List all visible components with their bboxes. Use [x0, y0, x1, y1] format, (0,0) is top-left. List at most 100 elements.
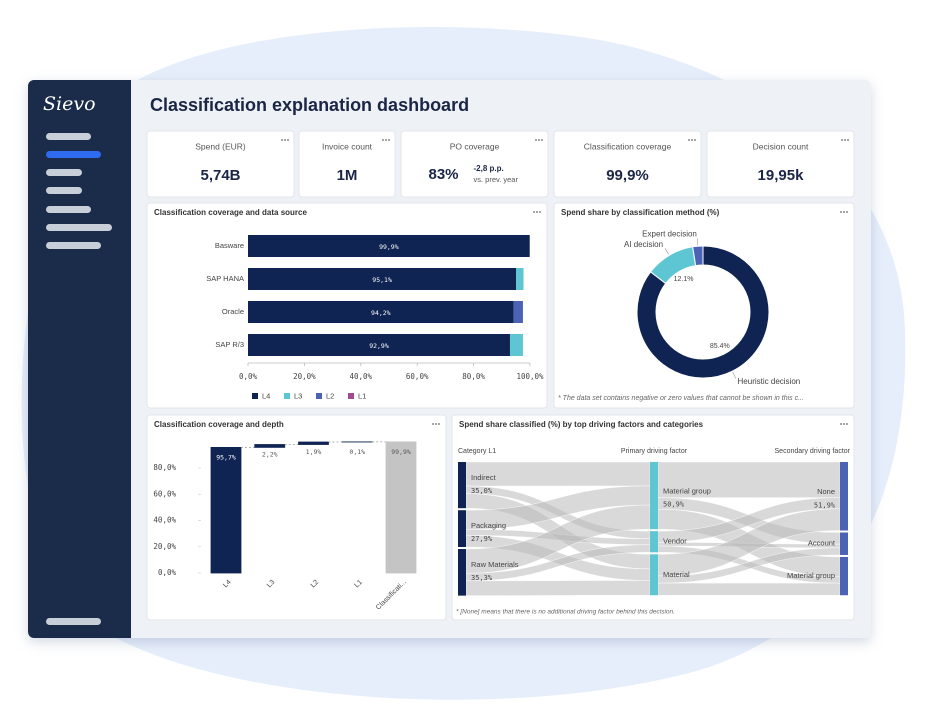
y-tick-label: 0,0%: [158, 568, 177, 577]
bar-value-label: 99,9%: [379, 243, 399, 251]
column-header: Category L1: [458, 448, 496, 455]
kpi-delta: -2,8 p.p.: [474, 164, 504, 173]
menu-dot: [536, 211, 538, 213]
menu-item[interactable]: [46, 187, 82, 194]
menu-button[interactable]: [533, 211, 541, 213]
node-label: Material: [663, 570, 690, 579]
page-title: Classification explanation dashboard: [150, 95, 469, 115]
kpi-value: 83%: [428, 166, 458, 183]
node-value-label: 35,3%: [471, 574, 493, 582]
chart-note: * The data set contains negative or zero…: [558, 395, 804, 402]
bar-segment: [509, 334, 523, 356]
kpi-label: PO coverage: [450, 141, 500, 151]
menu-item[interactable]: [46, 242, 101, 249]
bar-value-label: 94,2%: [371, 309, 391, 317]
chart-note: * [None] means that there is no addition…: [456, 609, 675, 616]
donut-category-label: AI decision: [624, 240, 663, 249]
sankey-flow: [465, 580, 651, 596]
menu-dot: [533, 211, 535, 213]
donut-value-label: 85.4%: [710, 343, 730, 350]
chart-title: Spend share classified (%) by top drivin…: [459, 420, 704, 429]
x-tick-label: L1: [354, 579, 365, 590]
y-tick-label: 40,0%: [153, 516, 176, 525]
bar-segment: [516, 268, 524, 290]
node-label: Account: [808, 539, 836, 548]
menu-button[interactable]: [840, 211, 848, 213]
menu-dot: [281, 139, 283, 141]
menu-button[interactable]: [535, 139, 543, 141]
sankey-node: [650, 554, 658, 596]
kpi-value: 1M: [337, 167, 358, 184]
kpi-value: 19,95k: [758, 167, 805, 184]
menu-dot: [382, 139, 384, 141]
kpi-value: 5,74B: [200, 167, 240, 184]
x-tick-label: L4: [222, 579, 233, 590]
y-tick-label: 20,0%: [153, 542, 176, 551]
x-tick-label: L2: [310, 579, 321, 590]
menu-item[interactable]: [46, 169, 82, 176]
menu-dot: [847, 139, 849, 141]
y-tick-label: 80,0%: [153, 463, 176, 472]
menu-dot: [840, 423, 842, 425]
bar-value-label: 0,1%: [349, 448, 365, 456]
menu-dot: [284, 139, 286, 141]
menu-button[interactable]: [432, 423, 440, 425]
menu-button[interactable]: [840, 423, 848, 425]
bar-value-label: 99,9%: [391, 448, 411, 456]
x-tick-label: 80,0%: [462, 372, 485, 381]
bar-segment: [248, 334, 510, 356]
sidebar: [28, 80, 131, 638]
sankey-node: [840, 532, 848, 555]
menu-dot: [385, 139, 387, 141]
menu-dot: [843, 423, 845, 425]
y-tick-label: 60,0%: [153, 489, 176, 498]
kpi-card: [706, 130, 855, 198]
waterfall-bar: [254, 444, 286, 448]
bar-segment: [248, 301, 514, 323]
waterfall-bar: [385, 441, 417, 574]
node-value-label: 27,9%: [471, 535, 493, 543]
kpi-delta-note: vs. prev. year: [474, 175, 519, 184]
x-tick-label: 100,0%: [516, 372, 544, 381]
bar-value-label: 2,2%: [262, 451, 278, 459]
category-label: SAP R/3: [215, 340, 244, 349]
node-value-label: 35,0%: [471, 487, 493, 495]
node-label: Vendor: [663, 537, 687, 546]
menu-button[interactable]: [382, 139, 390, 141]
menu-item[interactable]: [46, 618, 101, 625]
menu-button[interactable]: [688, 139, 696, 141]
category-label: Basware: [215, 241, 244, 250]
leader-line: [664, 248, 669, 255]
menu-button[interactable]: [281, 139, 289, 141]
sankey-flow: [657, 582, 841, 596]
kpi-label: Spend (EUR): [195, 141, 246, 151]
column-header: Primary driving factor: [621, 448, 688, 455]
x-tick-label: 0,0%: [239, 372, 258, 381]
legend-label: L3: [294, 391, 302, 400]
sankey-node: [840, 462, 848, 531]
kpi-value: 99,9%: [606, 167, 649, 184]
node-value-label: 50,9%: [663, 501, 685, 509]
menu-dot: [287, 139, 289, 141]
sankey-node: [458, 510, 466, 548]
kpi-label: Decision count: [753, 141, 809, 151]
menu-dot: [535, 139, 537, 141]
menu-button[interactable]: [841, 139, 849, 141]
menu-item[interactable]: [46, 224, 112, 231]
x-tick-label: 40,0%: [350, 372, 373, 381]
donut-segment: [636, 245, 770, 379]
menu-item-active[interactable]: [46, 151, 101, 158]
legend-label: L2: [326, 391, 334, 400]
legend-label: L1: [358, 391, 366, 400]
donut-category-label: Expert decision: [642, 229, 697, 238]
menu-dot: [438, 423, 440, 425]
kpi-label: Invoice count: [322, 141, 373, 151]
menu-dot: [435, 423, 437, 425]
menu-item[interactable]: [46, 133, 91, 140]
sankey-node: [650, 462, 658, 530]
menu-item[interactable]: [46, 206, 91, 213]
kpi-label: Classification coverage: [584, 141, 672, 151]
menu-dot: [691, 139, 693, 141]
